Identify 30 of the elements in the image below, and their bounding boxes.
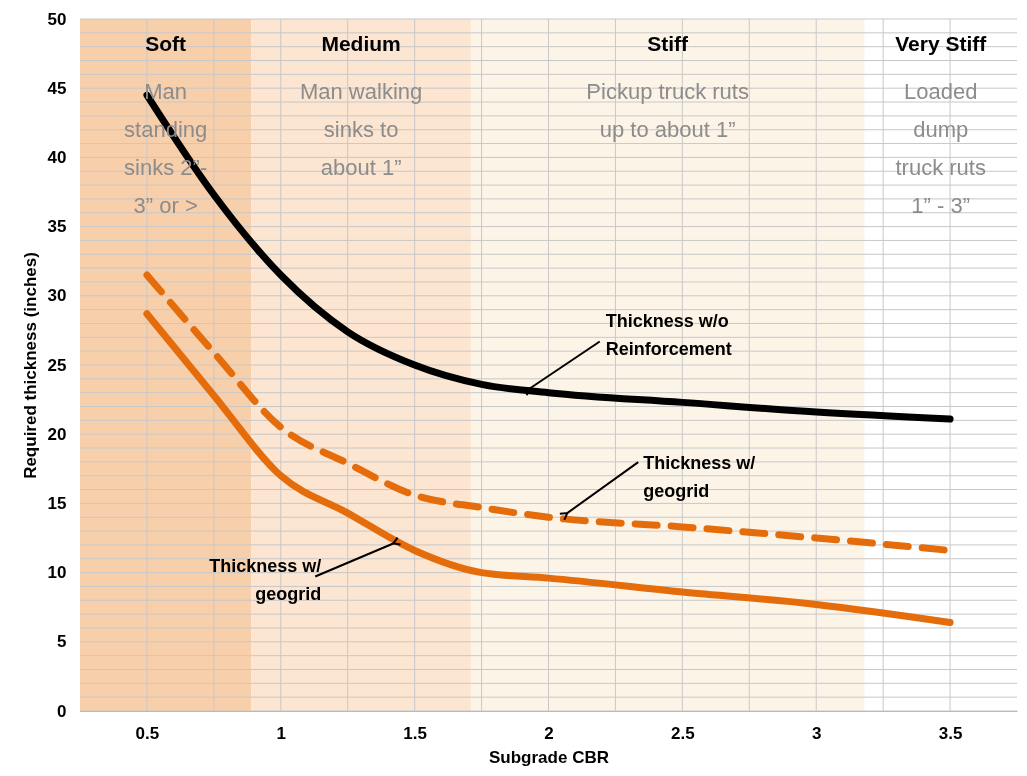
x-tick-label: 2 <box>544 723 554 743</box>
x-tick-label: 3 <box>811 723 822 743</box>
x-tick-label: 3.5 <box>938 723 963 743</box>
y-tick-label: 45 <box>47 78 67 98</box>
y-tick-label: 20 <box>47 424 67 444</box>
x-tick-label: 1.5 <box>403 723 427 743</box>
x-axis-title: Subgrade CBR <box>489 747 609 767</box>
y-tick-label: 40 <box>47 147 67 167</box>
y-tick-label: 10 <box>47 563 67 583</box>
annotation: Very Stiff <box>895 32 988 55</box>
y-tick-label: 30 <box>47 286 67 306</box>
y-tick-label: 25 <box>47 355 67 375</box>
y-tick-label: 5 <box>57 632 67 652</box>
y-tick-label: 35 <box>47 217 67 237</box>
annotation: Thickness w/ geogrid <box>209 555 322 604</box>
annotation: Pickup truck ruts up to about 1” <box>586 79 749 142</box>
band-label: Soft <box>145 32 187 55</box>
y-axis-title: Required thickness (inches) <box>20 252 40 479</box>
y-tick-label: 0 <box>57 701 67 721</box>
annotation: Thickness w/o Reinforcement <box>605 310 732 359</box>
y-tick-label: 15 <box>47 493 67 513</box>
band-label: Medium <box>321 32 401 55</box>
x-tick-label: 1 <box>276 723 287 743</box>
y-tick-label: 50 <box>47 9 67 29</box>
annotation: Thickness w/ geogrid <box>643 453 756 502</box>
annotation: Loaded dump truck ruts 1” - 3” <box>895 79 986 218</box>
annotation: Man walking sinks to about 1” <box>299 79 423 180</box>
x-tick-label: 2.5 <box>671 723 695 743</box>
x-tick-label: 0.5 <box>135 723 160 743</box>
band-label: Stiff <box>647 32 690 55</box>
